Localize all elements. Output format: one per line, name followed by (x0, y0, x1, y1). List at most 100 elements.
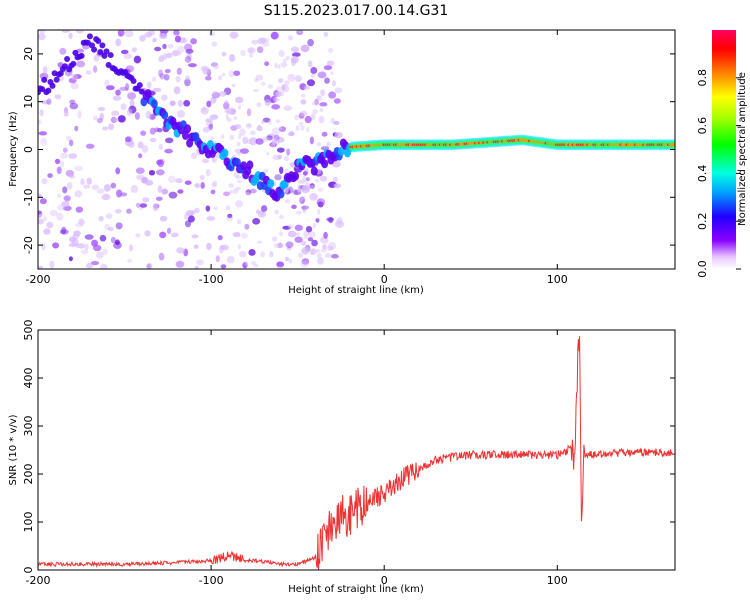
spectrogram-noise-blob (333, 98, 341, 104)
spectrogram-noise-blob (140, 130, 147, 136)
spectrogram-noise-blob (228, 70, 234, 78)
spectrogram-noise-blob (291, 204, 297, 210)
spectrogram-noise-blob (73, 230, 81, 237)
spectrogram-noise-blob (74, 165, 83, 172)
spectrogram-noise-blob (307, 60, 313, 68)
spectrogram-noise-blob (276, 147, 285, 153)
spectrogram-noise-blob (107, 123, 115, 131)
spectrogram-noise-blob (286, 148, 291, 156)
spectrogram-noise-blob (252, 88, 259, 92)
spectrogram-noise-blob (42, 66, 48, 74)
spectrogram-noise-blob (151, 76, 157, 82)
spectrogram-noise-blob (213, 206, 218, 211)
spectrogram-noise-blob (331, 80, 337, 87)
snr-ytick-label: 500 (22, 320, 35, 341)
spectrogram-ridge-blob (86, 33, 93, 40)
spectrogram-noise-blob (205, 118, 213, 123)
spectrogram-noise-blob (268, 119, 272, 126)
spectrogram-noise-blob (38, 218, 45, 225)
spectrogram-noise-blob (317, 257, 324, 265)
spectrogram-noise-blob (161, 94, 168, 101)
spectrogram-noise-blob (115, 89, 121, 96)
spectrogram-noise-blob (316, 198, 326, 206)
spectrogram-noise-blob (113, 117, 119, 122)
spectrogram-noise-blob (56, 212, 64, 221)
spectrogram-noise-blob (317, 95, 323, 101)
spectrogram-noise-blob (301, 93, 306, 98)
spectrogram-noise-blob (95, 251, 104, 259)
spectrogram-noise-blob (332, 176, 339, 183)
spectrogram-xtick-label: -100 (199, 273, 224, 286)
spectrogram-noise-blob (275, 98, 280, 102)
spectrogram-noise-blob (256, 102, 262, 108)
spectrogram-noise-blob (138, 153, 143, 159)
spectrogram-noise-blob (211, 182, 217, 188)
spectrogram-noise-blob (194, 183, 200, 188)
colorbar-label: Normalized spectral amplitude (737, 72, 748, 226)
spectrogram-noise-blob (112, 95, 122, 101)
spectrogram-noise-blob (276, 261, 285, 268)
spectrogram-noise-blob (317, 187, 324, 192)
spectrogram-noise-blob (317, 208, 321, 215)
spectrogram-noise-blob (65, 135, 72, 142)
spectrogram-noise-blob (75, 242, 80, 249)
spectrogram-noise-blob (274, 62, 278, 69)
spectrogram-noise-blob (149, 127, 156, 135)
spectrogram-noise-blob (117, 30, 125, 37)
spectrogram-noise-blob (176, 247, 185, 254)
snr-ticks: -200 -100 0 100 0 100 200 300 400 500 (22, 320, 675, 587)
spectrogram-noise-blob (145, 179, 154, 186)
spectrogram-noise-blob (236, 219, 242, 225)
spectrogram-noise-blob (213, 64, 220, 70)
spectrogram-noise-blob (38, 210, 43, 215)
spectrogram-noise-blob (110, 236, 116, 244)
spectrogram-noise-blob (277, 64, 281, 70)
spectrogram-ridge-blob (95, 38, 102, 45)
spectrogram-noise-blob (41, 177, 48, 185)
spectrogram-noise-blob (85, 143, 95, 149)
spectrogram-noise-blob (273, 243, 280, 248)
spectrogram-noise-blob (137, 141, 144, 149)
colorbar-tick-label: 0.4 (696, 165, 709, 183)
spectrogram-noise-blob (166, 227, 172, 234)
spectrogram-noise-blob (68, 236, 77, 243)
spectrogram-noise-blob (129, 244, 134, 252)
spectrogram-noise-blob (154, 46, 162, 52)
spectrogram-ylabel: Frequency (Hz) (8, 111, 19, 187)
spectrogram-noise-blob (237, 104, 242, 110)
spectrogram-noise-blob (103, 184, 111, 192)
spectrogram-noise-blob (245, 123, 252, 129)
spectrogram-noise-blob (225, 205, 231, 211)
spectrogram-ytick-label: 20 (22, 47, 35, 61)
spectrogram-ridge-blob (70, 60, 77, 67)
spectrogram-noise-blob (110, 182, 117, 189)
spectrogram-noise-blob (193, 244, 199, 249)
spectrogram-noise-blob (170, 232, 179, 238)
spectrogram-noise-blob (171, 49, 179, 57)
spectrogram-noise-blob (236, 151, 242, 156)
spectrogram-noise-blob (205, 75, 212, 81)
spectrogram-noise-blob (298, 252, 303, 259)
snr-ytick-label: 400 (22, 368, 35, 389)
spectrogram-noise-blob (91, 184, 100, 190)
spectrogram-noise-blob (86, 177, 93, 185)
spectrogram-noise-blob (302, 249, 308, 255)
spectrogram-noise-blob (42, 216, 48, 222)
spectrogram-noise-blob (323, 65, 333, 71)
spectrogram-noise-blob (333, 120, 340, 125)
spectrogram-noise-blob (274, 209, 279, 215)
spectrogram-noise-blob (326, 217, 334, 222)
spectrogram-xlabel: Height of straight line (km) (288, 285, 424, 296)
spectrogram-noise-blob (75, 30, 84, 34)
spectrogram-noise-blob (287, 132, 292, 137)
spectrogram-noise-blob (196, 259, 204, 266)
spectrogram-noise-blob (123, 53, 133, 60)
spectrogram-ridge-blob (671, 143, 675, 147)
snr-plot-area (38, 330, 675, 570)
spectrogram-noise-blob (176, 109, 186, 118)
spectrogram-noise-blob (254, 78, 259, 82)
spectrogram-noise-blob (228, 189, 234, 194)
spectrogram-noise-blob (158, 143, 164, 150)
spectrogram-noise-blob (323, 31, 329, 38)
